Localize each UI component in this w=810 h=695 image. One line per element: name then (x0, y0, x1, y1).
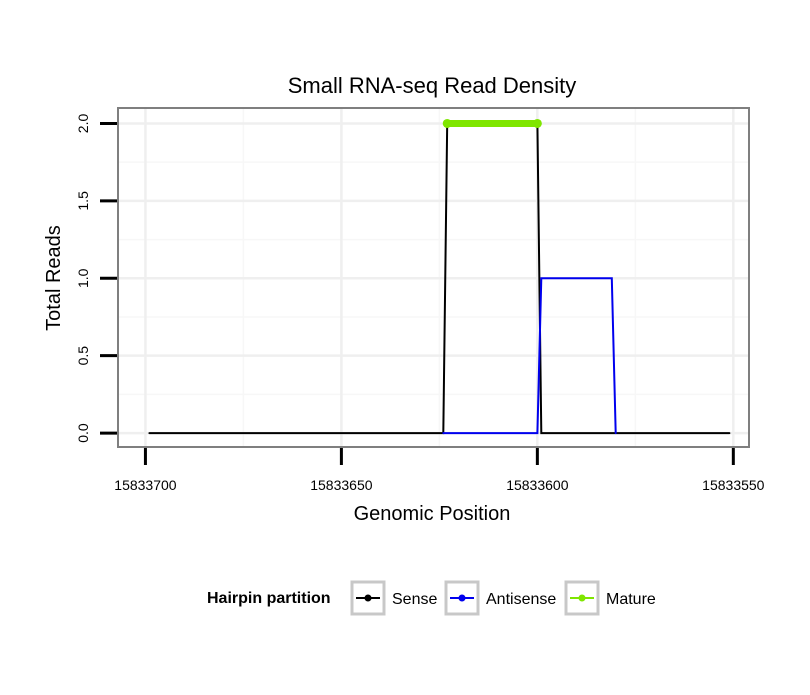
y-tick-label: 1.0 (75, 268, 91, 288)
x-axis-label: Genomic Position (354, 503, 511, 525)
legend-key-point (458, 594, 466, 602)
y-tick-label: 2.0 (75, 114, 91, 134)
x-tick-label: 15833600 (506, 477, 569, 493)
series-point-mature (442, 118, 452, 128)
legend-key-point (364, 594, 372, 602)
legend-label-sense: Sense (392, 591, 437, 608)
x-tick-label: 15833650 (310, 477, 373, 493)
legend-item-antisense: Antisense (444, 580, 556, 616)
legend-title: Hairpin partition (207, 590, 331, 607)
legend-key-point (578, 594, 586, 602)
chart-title: Small RNA-seq Read Density (288, 73, 577, 98)
legend-item-sense: Sense (350, 580, 437, 616)
grid-lines (118, 108, 749, 447)
legend-label-antisense: Antisense (486, 591, 556, 608)
y-tick-label: 1.5 (75, 191, 91, 211)
series-point-mature (532, 118, 542, 128)
series-line-antisense (442, 277, 617, 435)
x-tick-label: 15833700 (114, 477, 177, 493)
plot-panel-border (117, 107, 750, 448)
legend: Hairpin partition Sense Antisense Mature (207, 580, 656, 616)
series-layer (148, 118, 731, 435)
x-tick-label: 15833550 (702, 477, 765, 493)
y-tick-label: 0.0 (75, 423, 91, 443)
y-axis-label: Total Reads (43, 225, 65, 331)
legend-label-mature: Mature (606, 591, 656, 608)
axis-ticks: 15833700 15833650 15833600 15833550 0.0 0.5 1.… (75, 114, 765, 493)
legend-item-mature: Mature (564, 580, 656, 616)
y-tick-label: 0.5 (75, 346, 91, 366)
